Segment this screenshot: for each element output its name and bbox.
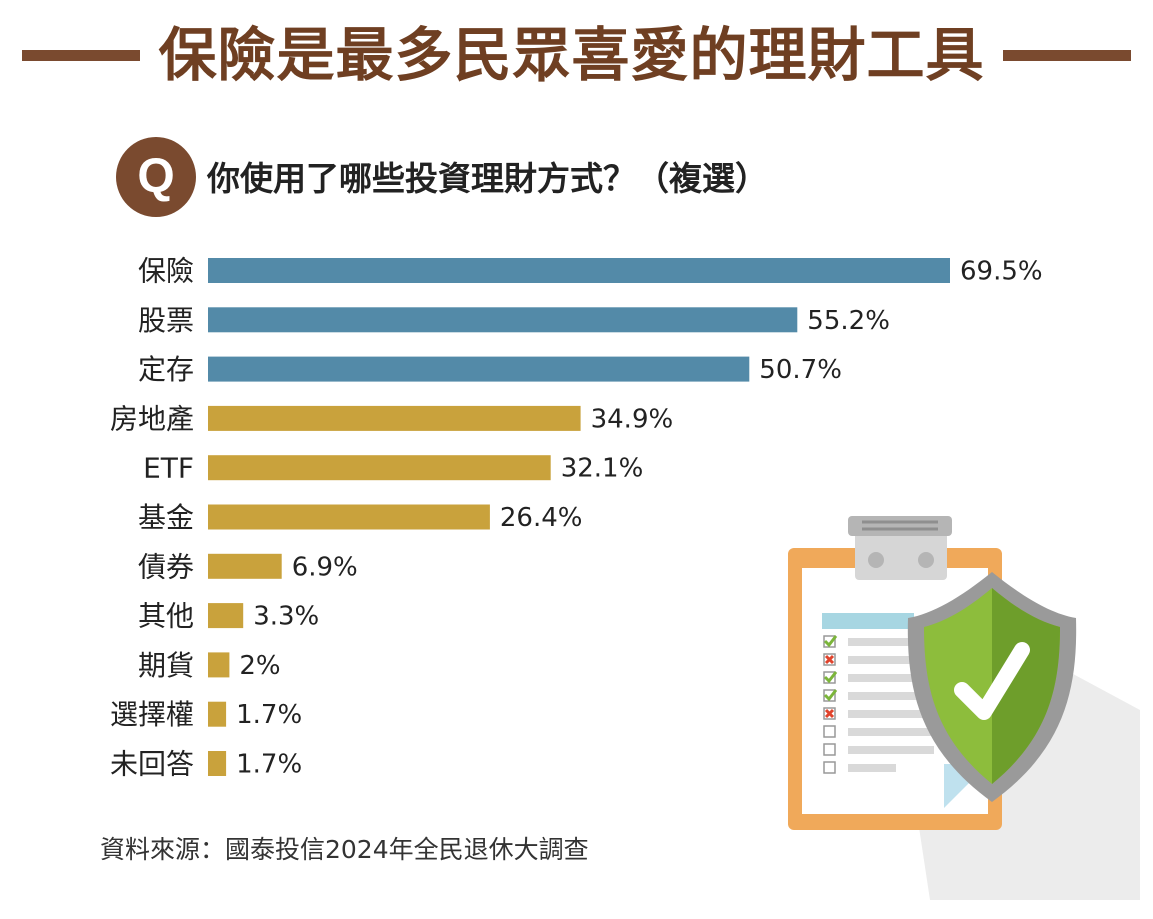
clip-hole-left (868, 552, 884, 568)
value-label: 1.7% (236, 700, 302, 730)
category-label: 基金 (138, 501, 194, 534)
value-label: 2% (239, 651, 280, 681)
main-title: 保險是最多民眾喜愛的理財工具 (158, 21, 985, 89)
category-label: 期貨 (138, 649, 194, 682)
paper-header-bar (822, 613, 914, 629)
value-label: 32.1% (561, 454, 644, 484)
bar (208, 455, 551, 481)
value-label: 3.3% (253, 602, 319, 632)
bar (208, 258, 950, 283)
value-label: 50.7% (759, 355, 842, 385)
category-label: 選擇權 (110, 698, 194, 731)
category-label: 保險 (138, 255, 194, 288)
source-note: 資料來源：國泰投信2024年全民退休大調查 (100, 835, 589, 864)
check-icon (823, 635, 838, 648)
cross-icon (824, 708, 835, 719)
shield-icon (907, 572, 1077, 802)
bar (208, 751, 227, 776)
category-label: 其他 (138, 600, 194, 633)
cross-icon (824, 654, 835, 665)
bar (208, 603, 244, 629)
bar (208, 307, 798, 333)
category-label: 未回答 (110, 748, 194, 781)
bar (208, 504, 490, 530)
title-decor-line-right (1003, 50, 1131, 61)
check-icon (823, 689, 838, 702)
check-icon (823, 671, 838, 684)
title-decor-line-left (22, 50, 140, 61)
category-label: 債券 (138, 550, 194, 583)
question-text: 你使用了哪些投資理財方式？（複選） (207, 159, 768, 198)
clipboard-clip (855, 532, 947, 580)
category-label: 房地產 (110, 402, 194, 435)
checkmark-icon (954, 642, 1030, 720)
value-label: 55.2% (807, 306, 890, 336)
category-label: ETF (143, 452, 194, 485)
value-label: 26.4% (500, 503, 583, 533)
category-label: 股票 (138, 304, 194, 337)
bar (208, 356, 750, 382)
clipboard-shield-illustration (788, 516, 1140, 900)
value-label: 6.9% (292, 552, 358, 582)
value-label: 34.9% (591, 404, 674, 434)
bar (208, 701, 227, 727)
clipboard-clip-top (848, 516, 952, 536)
clip-hole-right (918, 552, 934, 568)
question-badge-icon: Q (116, 137, 196, 217)
bar (208, 553, 282, 579)
bar (208, 405, 581, 431)
value-label: 69.5% (960, 257, 1043, 287)
bar (208, 652, 230, 678)
category-label: 定存 (138, 353, 194, 386)
checklist (823, 635, 934, 774)
value-label: 1.7% (236, 750, 302, 780)
